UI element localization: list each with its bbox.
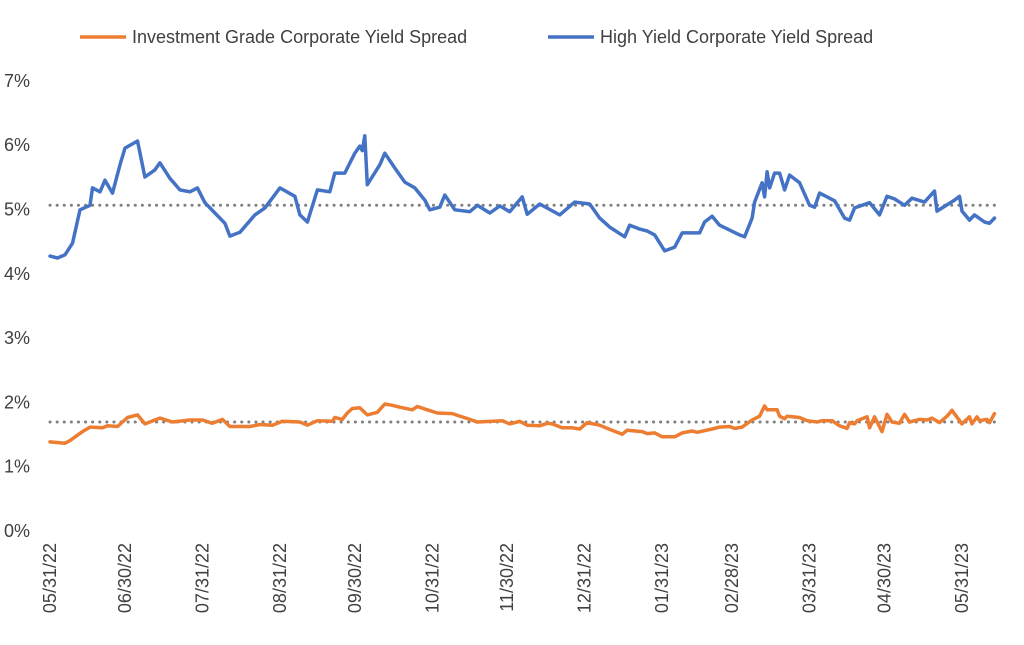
legend: Investment Grade Corporate Yield Spread … xyxy=(80,27,873,47)
y-tick-label: 5% xyxy=(4,200,30,220)
average-lines xyxy=(48,203,996,424)
x-tick-label: 02/28/23 xyxy=(722,543,742,613)
y-tick-label: 4% xyxy=(4,264,30,284)
legend-label-high-yield: High Yield Corporate Yield Spread xyxy=(600,27,873,47)
y-tick-label: 6% xyxy=(4,135,30,155)
x-tick-label: 09/30/22 xyxy=(345,543,365,613)
x-tick-label: 11/30/22 xyxy=(497,543,517,612)
y-tick-label: 7% xyxy=(4,71,30,91)
y-tick-label: 1% xyxy=(4,457,30,477)
x-tick-label: 01/31/23 xyxy=(652,543,672,613)
x-tick-label: 05/31/22 xyxy=(40,543,60,613)
x-axis: 05/31/22 06/30/22 07/31/22 08/31/22 09/30/22… xyxy=(40,543,972,613)
x-tick-label: 03/31/23 xyxy=(800,543,820,613)
investment-grade-series-line xyxy=(48,402,997,445)
y-tick-label: 2% xyxy=(4,392,30,412)
x-tick-label: 04/30/23 xyxy=(875,543,895,613)
y-tick-label: 3% xyxy=(4,328,30,348)
y-tick-label: 0% xyxy=(4,521,30,541)
x-tick-label: 10/31/22 xyxy=(422,543,442,613)
series-lines xyxy=(48,134,997,445)
x-tick-label: 08/31/22 xyxy=(270,543,290,613)
x-tick-label: 05/31/23 xyxy=(952,543,972,613)
y-axis: 0% 1% 2% 3% 4% 5% 6% 7% xyxy=(4,71,30,541)
high-yield-series-line xyxy=(48,134,997,260)
x-tick-label: 06/30/22 xyxy=(115,543,135,613)
x-tick-label: 12/31/22 xyxy=(575,543,595,613)
x-tick-label: 07/31/22 xyxy=(192,543,212,613)
legend-label-investment-grade: Investment Grade Corporate Yield Spread xyxy=(132,27,467,47)
